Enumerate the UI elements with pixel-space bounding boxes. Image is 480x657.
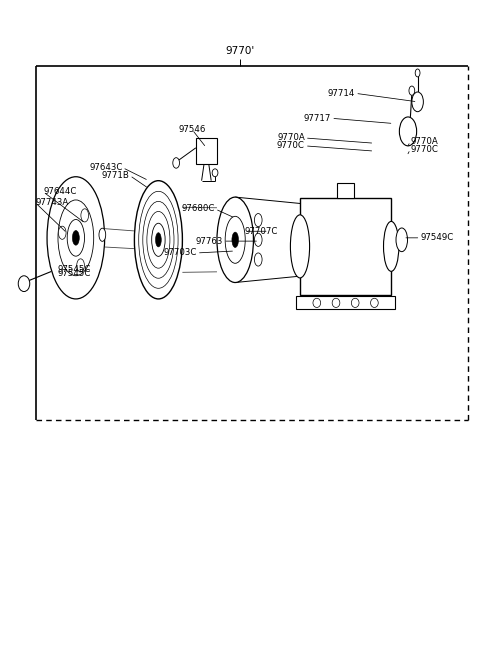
Ellipse shape: [225, 216, 245, 263]
Text: 9770A: 9770A: [277, 133, 305, 143]
Ellipse shape: [217, 197, 253, 283]
Text: 97743A: 97743A: [35, 198, 68, 207]
Ellipse shape: [67, 219, 84, 256]
Text: 97680C: 97680C: [181, 204, 215, 214]
Ellipse shape: [290, 215, 310, 278]
Ellipse shape: [332, 298, 340, 307]
Text: 97707C: 97707C: [245, 227, 278, 236]
Ellipse shape: [59, 226, 66, 239]
Text: 97703C: 97703C: [163, 248, 197, 258]
Ellipse shape: [384, 221, 399, 271]
Ellipse shape: [47, 177, 105, 299]
Text: 97546: 97546: [178, 125, 206, 134]
Text: 9770A: 9770A: [410, 137, 438, 146]
Ellipse shape: [371, 298, 378, 307]
Ellipse shape: [134, 181, 182, 299]
Text: 97545C: 97545C: [58, 269, 91, 279]
Text: 9770C: 9770C: [277, 141, 305, 150]
Ellipse shape: [254, 214, 262, 227]
Ellipse shape: [72, 231, 79, 245]
Text: 97545C: 97545C: [58, 265, 91, 274]
Bar: [300, 198, 391, 295]
Ellipse shape: [212, 169, 218, 177]
Ellipse shape: [152, 223, 165, 256]
Bar: [337, 183, 354, 198]
Ellipse shape: [18, 276, 30, 292]
Ellipse shape: [351, 298, 359, 307]
Text: 97717: 97717: [304, 114, 331, 123]
Ellipse shape: [412, 92, 423, 112]
Bar: [296, 296, 395, 309]
Ellipse shape: [254, 233, 262, 246]
Text: 97549C: 97549C: [420, 233, 454, 242]
Ellipse shape: [77, 259, 84, 272]
Ellipse shape: [254, 253, 262, 266]
Text: 9770C: 9770C: [410, 145, 438, 154]
Ellipse shape: [99, 228, 106, 241]
Text: 97714: 97714: [328, 89, 355, 98]
Ellipse shape: [58, 200, 94, 276]
Ellipse shape: [415, 69, 420, 77]
Ellipse shape: [409, 86, 415, 95]
Ellipse shape: [399, 117, 417, 146]
Text: 9770': 9770': [226, 46, 254, 56]
Bar: [196, 138, 217, 164]
Text: 97643C: 97643C: [89, 163, 122, 172]
Ellipse shape: [232, 232, 239, 248]
Ellipse shape: [396, 228, 408, 252]
Ellipse shape: [156, 233, 161, 247]
Text: 97644C: 97644C: [43, 187, 77, 196]
Text: 97763: 97763: [196, 237, 223, 246]
Ellipse shape: [173, 158, 180, 168]
Ellipse shape: [81, 209, 89, 222]
Text: 9771B: 9771B: [102, 171, 130, 180]
Ellipse shape: [313, 298, 321, 307]
